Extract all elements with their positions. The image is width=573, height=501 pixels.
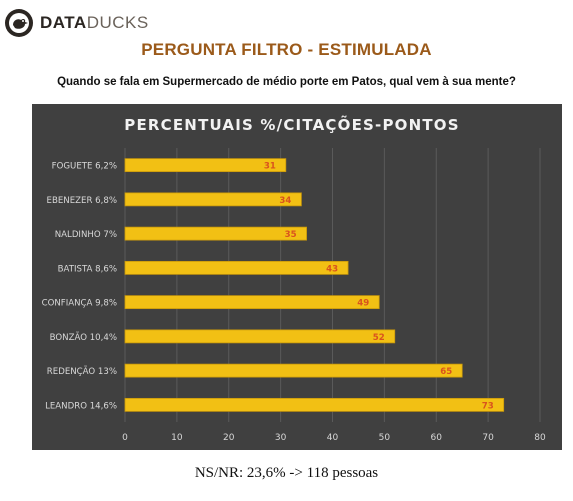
category-label: REDENÇÃO 13% [47,366,117,377]
duck-circle-icon [5,9,33,37]
bar [124,260,349,275]
category-label: NALDINHO 7% [55,230,117,240]
data-label: 35 [285,230,297,240]
brand-wordmark-bold: DATA [40,13,87,32]
x-tick-label: 20 [223,433,235,443]
bar-chart-panel: PERCENTUAIS %/CITAÇÕES-PONTOS 0 10 20 30 40 50… [32,104,562,450]
category-label: FOGUETE 6,2% [52,162,117,172]
data-label: 52 [373,333,385,343]
category-label: EBENEZER 6,8% [47,196,117,206]
data-label: 31 [264,162,276,172]
category-label: LEANDRO 14,6% [45,401,117,411]
x-tick-label: 80 [534,433,546,443]
bar [124,295,380,310]
category-label: BATISTA 8,6% [58,264,117,274]
chart-background [32,104,562,450]
bar [124,192,302,207]
data-label: 34 [279,196,291,206]
x-tick-label: 10 [171,433,183,443]
x-tick-label: 60 [431,433,443,443]
category-label: BONZÃO 10,4% [50,332,117,343]
x-tick-label: 0 [122,433,128,443]
bar [124,226,307,241]
brand-logo: DATADUCKS [4,6,149,40]
x-tick-label: 50 [379,433,391,443]
category-label: CONFIANÇA 9,8% [42,299,117,309]
data-label: 65 [440,367,452,377]
bar [124,397,505,412]
x-tick-label: 30 [275,433,287,443]
brand-wordmark-light: DUCKS [86,13,149,32]
x-tick-label: 40 [327,433,339,443]
bar [124,363,463,378]
nsnr-note: NS/NR: 23,6% -> 118 pessoas [194,465,379,481]
bar [124,158,287,173]
page-title: PERGUNTA FILTRO - ESTIMULADA [141,40,432,59]
x-tick-label: 70 [482,433,494,443]
bar [124,329,396,344]
data-label: 73 [482,401,494,411]
brand-wordmark: DATADUCKS [40,13,149,33]
question-text: Quando se fala em Supermercado de médio … [57,76,516,88]
data-label: 49 [357,299,369,309]
bar-chart: PERCENTUAIS %/CITAÇÕES-PONTOS 0 10 20 30 40 50… [32,104,562,450]
chart-title: PERCENTUAIS %/CITAÇÕES-PONTOS [124,115,459,134]
data-label: 43 [326,264,338,274]
